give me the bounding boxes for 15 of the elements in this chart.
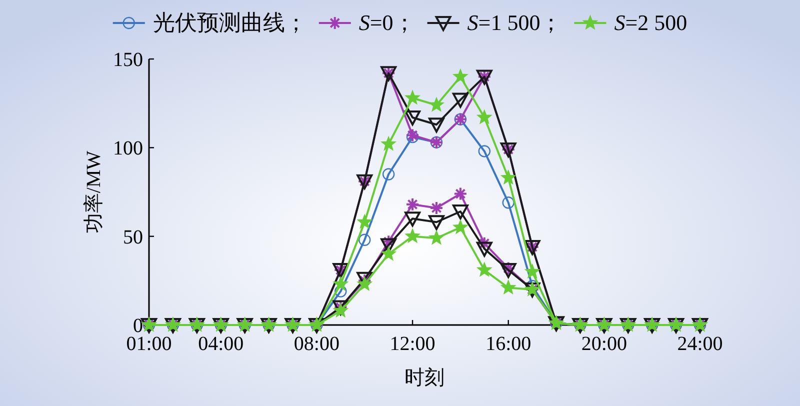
y-axis-title: 功率/MW — [83, 150, 105, 234]
y-tick-label: 50 — [123, 226, 143, 248]
y-tick-label: 100 — [113, 138, 143, 160]
x-tick-label: 24:00 — [677, 333, 723, 355]
x-axis-title: 时刻 — [404, 367, 444, 389]
legend-label: S=1 500； — [467, 10, 562, 35]
x-tick-label: 12:00 — [390, 333, 436, 355]
x-tick-label: 20:00 — [581, 333, 627, 355]
legend-label: S=2 500 — [614, 10, 688, 35]
x-tick-label: 08:00 — [294, 333, 340, 355]
x-tick-label: 16:00 — [486, 333, 532, 355]
y-tick-label: 150 — [113, 49, 143, 71]
legend-label: 光伏预测曲线； — [152, 10, 307, 35]
legend-label: S=0； — [358, 10, 416, 35]
x-tick-label: 04:00 — [198, 333, 244, 355]
